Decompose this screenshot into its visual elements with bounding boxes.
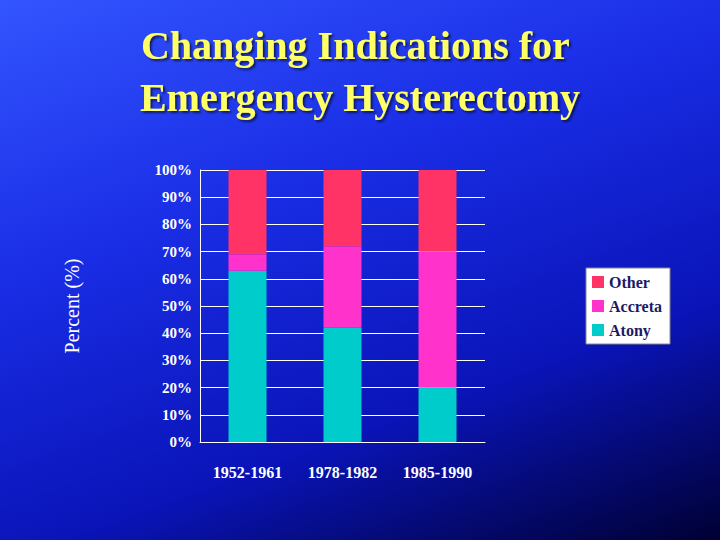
svg-text:1985-1990: 1985-1990 [403,464,472,481]
svg-text:1952-1961: 1952-1961 [213,464,282,481]
svg-text:Changing Indications for: Changing Indications for [141,23,579,68]
svg-text:20%: 20% [162,380,192,396]
svg-text:30%: 30% [162,352,192,368]
svg-text:Other: Other [609,274,650,291]
svg-text:Accreta: Accreta [609,298,662,315]
svg-text:100%: 100% [155,162,193,178]
svg-text:Emergency Hysterectomy: Emergency Hysterectomy [140,75,580,120]
svg-text:50%: 50% [162,298,192,314]
svg-text:80%: 80% [162,216,192,232]
svg-text:Percent (%): Percent (%) [61,259,84,354]
svg-text:70%: 70% [162,244,192,260]
svg-text:10%: 10% [162,407,192,423]
svg-text:90%: 90% [162,189,192,205]
svg-text:40%: 40% [162,325,192,341]
svg-text:Atony: Atony [609,322,651,340]
svg-text:60%: 60% [162,271,192,287]
svg-text:1978-1982: 1978-1982 [308,464,377,481]
svg-text:0%: 0% [170,434,193,450]
